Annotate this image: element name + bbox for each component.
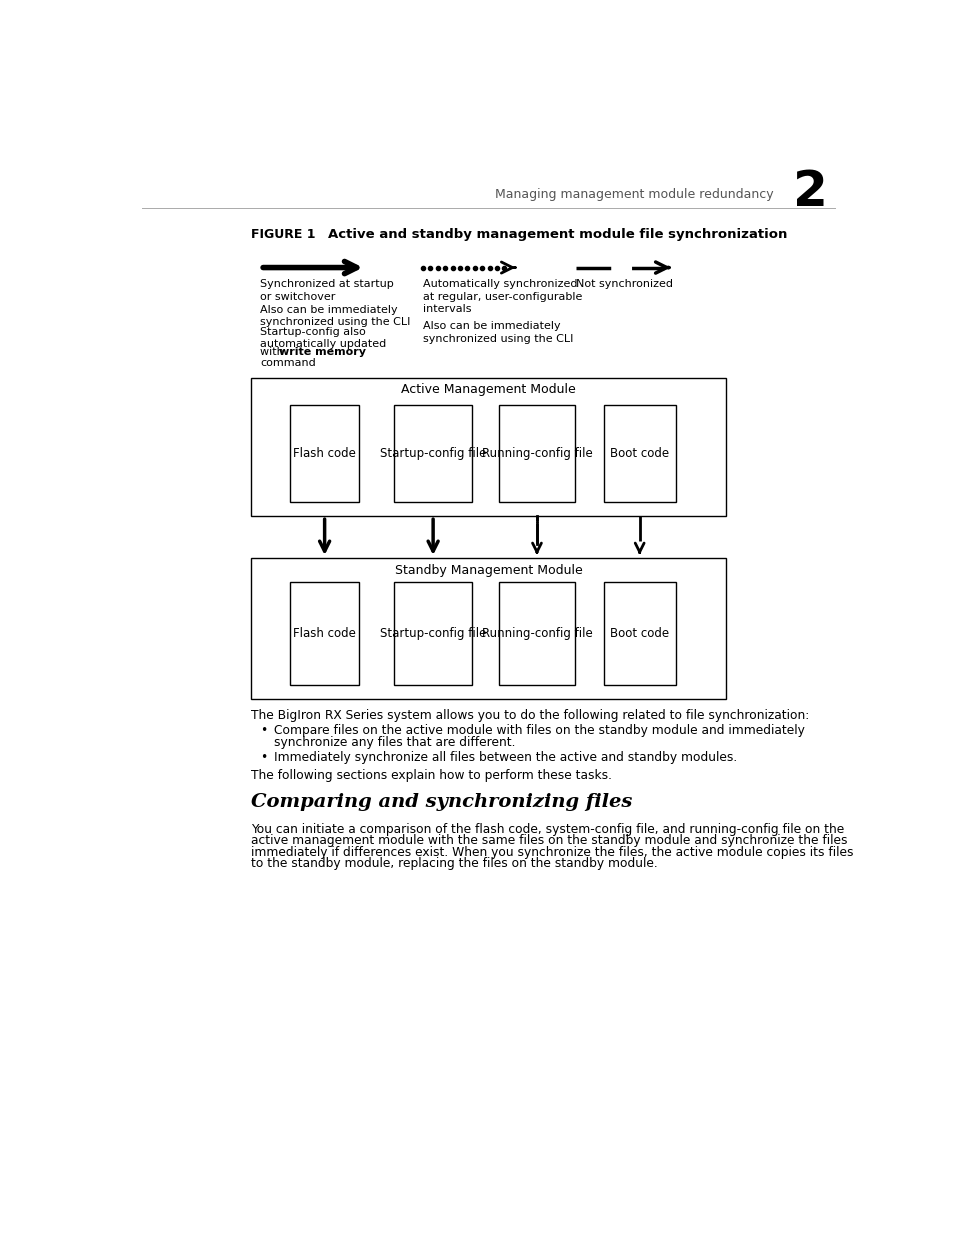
Text: Startup-config file: Startup-config file bbox=[379, 447, 486, 459]
Text: Also can be immediately
synchronized using the CLI: Also can be immediately synchronized usi… bbox=[260, 305, 410, 327]
Text: •: • bbox=[260, 751, 267, 764]
Text: Managing management module redundancy: Managing management module redundancy bbox=[495, 188, 773, 201]
Bar bbox=[290, 583, 359, 685]
Bar bbox=[251, 378, 725, 516]
Bar bbox=[394, 583, 472, 685]
Bar bbox=[394, 405, 472, 503]
Bar bbox=[290, 405, 359, 503]
Text: The BigIron RX Series system allows you to do the following related to file sync: The BigIron RX Series system allows you … bbox=[251, 709, 808, 721]
Text: You can initiate a comparison of the flash code, system-config file, and running: You can initiate a comparison of the fla… bbox=[251, 823, 843, 836]
Text: •: • bbox=[260, 724, 267, 737]
Text: immediately if differences exist. When you synchronize the files, the active mod: immediately if differences exist. When y… bbox=[251, 846, 853, 858]
Bar bbox=[603, 405, 675, 503]
Bar bbox=[498, 405, 575, 503]
Text: Flash code: Flash code bbox=[293, 447, 355, 459]
Text: Not synchronized: Not synchronized bbox=[576, 279, 673, 289]
Text: Startup-config file: Startup-config file bbox=[379, 627, 486, 640]
Text: Boot code: Boot code bbox=[610, 627, 668, 640]
Text: Synchronized at startup
or switchover: Synchronized at startup or switchover bbox=[260, 279, 394, 301]
Text: Immediately synchronize all files between the active and standby modules.: Immediately synchronize all files betwee… bbox=[274, 751, 737, 764]
Text: Running-config file: Running-config file bbox=[481, 447, 592, 459]
Text: Comparing and synchronizing files: Comparing and synchronizing files bbox=[251, 793, 632, 811]
Text: Compare files on the active module with files on the standby module and immediat: Compare files on the active module with … bbox=[274, 724, 804, 737]
Text: write memory: write memory bbox=[278, 347, 366, 357]
Text: Active and standby management module file synchronization: Active and standby management module fil… bbox=[328, 228, 787, 241]
Bar bbox=[251, 558, 725, 699]
Text: active management module with the same files on the standby module and synchroni: active management module with the same f… bbox=[251, 835, 846, 847]
Text: with: with bbox=[260, 347, 287, 357]
Text: synchronize any files that are different.: synchronize any files that are different… bbox=[274, 736, 516, 748]
Text: Startup-config also
automatically updated: Startup-config also automatically update… bbox=[260, 327, 386, 350]
Bar bbox=[498, 583, 575, 685]
Text: Boot code: Boot code bbox=[610, 447, 668, 459]
Text: FIGURE 1: FIGURE 1 bbox=[251, 228, 315, 241]
Text: Automatically synchronized
at regular, user-configurable
intervals: Automatically synchronized at regular, u… bbox=[422, 279, 582, 314]
Text: to the standby module, replacing the files on the standby module.: to the standby module, replacing the fil… bbox=[251, 857, 657, 871]
Text: The following sections explain how to perform these tasks.: The following sections explain how to pe… bbox=[251, 769, 612, 782]
Text: Active Management Module: Active Management Module bbox=[401, 384, 576, 396]
Text: 2: 2 bbox=[793, 168, 827, 216]
Text: Flash code: Flash code bbox=[293, 627, 355, 640]
Text: Standby Management Module: Standby Management Module bbox=[395, 563, 581, 577]
Bar bbox=[603, 583, 675, 685]
Text: Also can be immediately
synchronized using the CLI: Also can be immediately synchronized usi… bbox=[422, 321, 573, 343]
Text: Running-config file: Running-config file bbox=[481, 627, 592, 640]
Text: command: command bbox=[260, 358, 315, 368]
